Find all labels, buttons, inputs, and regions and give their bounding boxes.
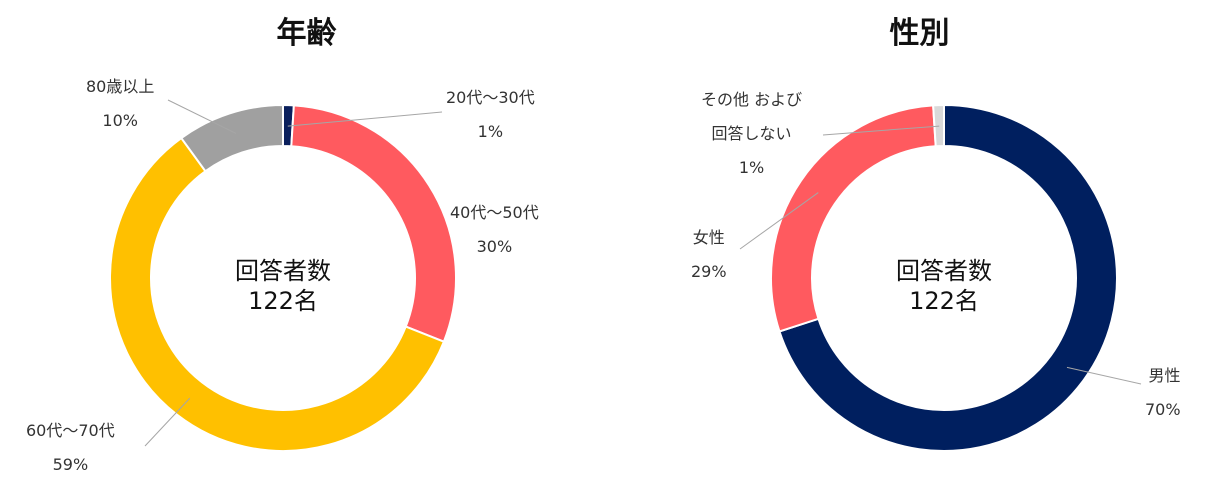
center-label: 回答者数 [896,257,992,285]
data-label-80-plus: 80歳以上 10% [86,77,155,130]
leader-line-male [1066,366,1142,385]
leader-line-female [739,192,819,250]
center-value: 122名 [909,287,979,315]
leader-line-20-30 [287,111,443,127]
age-chart: 年齢 回答者数 122名 20代～30代 1% 40代～50代 30% 60代～70… [26,16,539,474]
chart-title: 性別 [889,16,950,51]
slice-2 [109,136,446,452]
respondent-count: 回答者数 122名 [203,256,363,316]
slice-0 [778,103,1118,452]
data-label-20-30: 20代～30代 1% [446,88,535,141]
leader-line-60-70 [144,397,191,447]
gender-donut [739,103,1142,452]
data-label-40-50: 40代～50代 30% [450,203,539,256]
data-label-male: 男性 70% [1145,366,1181,419]
leader-line-80-plus [167,99,237,134]
respondent-count: 回答者数 122名 [864,256,1024,316]
center-value: 122名 [248,287,318,315]
data-label-female: 女性 29% [691,228,727,281]
gender-chart: 性別 回答者数 122名 男性 70% 女性 29% その他 および 回答しない 1… [613,0,1226,495]
chart-title: 年齢 [276,16,337,51]
data-label-other: その他 および 回答しない 1% [701,90,803,177]
age-donut [109,99,457,452]
data-label-60-70: 60代～70代 59% [26,421,115,474]
center-label: 回答者数 [235,257,331,285]
leader-line-other [822,125,940,136]
